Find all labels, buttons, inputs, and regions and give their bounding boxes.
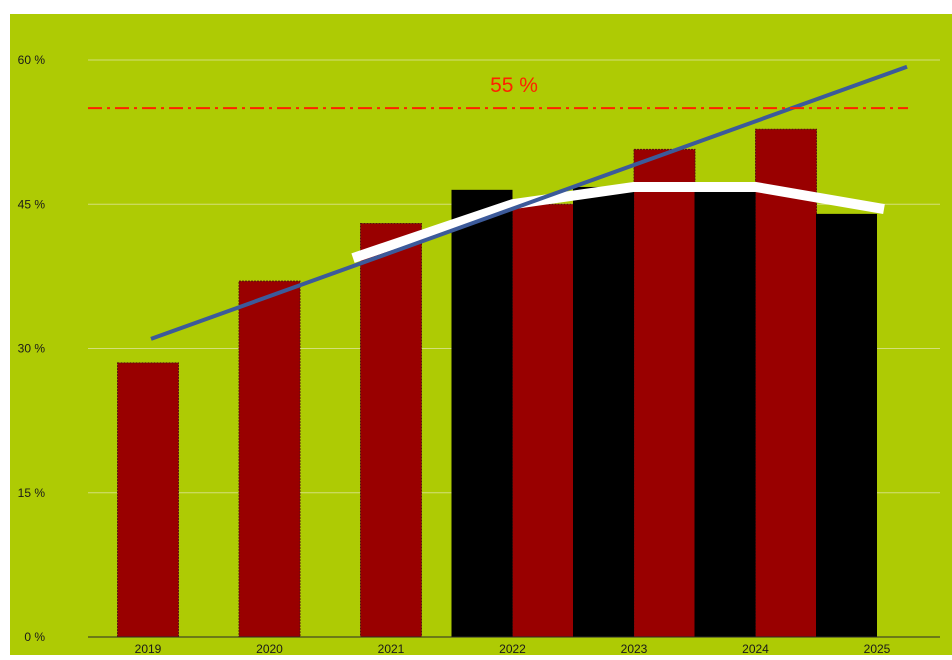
reference-line-group: 55 % <box>88 74 908 110</box>
x-tick-label: 2019 <box>135 642 162 655</box>
average-line <box>351 181 885 263</box>
bar <box>238 280 301 638</box>
chart-panel: 0 % 15 % 30 % 45 % 60 % 55 % 2019 2020 2021 202… <box>10 14 952 656</box>
bar <box>755 128 817 638</box>
bar <box>117 362 179 638</box>
y-tick-label: 0 % <box>24 630 45 644</box>
y-tick-label: 60 % <box>18 53 46 67</box>
bar <box>573 186 634 637</box>
x-tick-label: 2022 <box>499 642 526 655</box>
x-axis-tick-labels: 2019 2020 2021 2022 2023 2024 2025 <box>135 642 891 656</box>
y-tick-label: 45 % <box>18 197 46 211</box>
chart-svg: 0 % 15 % 30 % 45 % 60 % 55 % 2019 2020 2021 202… <box>10 14 952 656</box>
bar <box>360 222 422 638</box>
x-tick-label: 2024 <box>742 642 769 655</box>
y-axis-tick-labels: 0 % 15 % 30 % 45 % 60 % <box>18 53 46 644</box>
bar <box>633 148 696 638</box>
x-tick-label: 2021 <box>378 642 405 655</box>
y-tick-label: 15 % <box>18 486 46 500</box>
bar <box>694 189 756 637</box>
bar <box>512 203 574 638</box>
lines <box>150 64 908 341</box>
reference-line-label: 55 % <box>490 74 538 97</box>
y-tick-label: 30 % <box>18 342 46 356</box>
x-tick-label: 2020 <box>256 642 283 655</box>
x-tick-label: 2023 <box>621 642 648 655</box>
trend-line <box>150 64 908 341</box>
bar <box>451 189 513 637</box>
bars <box>117 128 877 638</box>
x-tick-label: 2025 <box>864 642 891 655</box>
bar <box>816 213 877 637</box>
